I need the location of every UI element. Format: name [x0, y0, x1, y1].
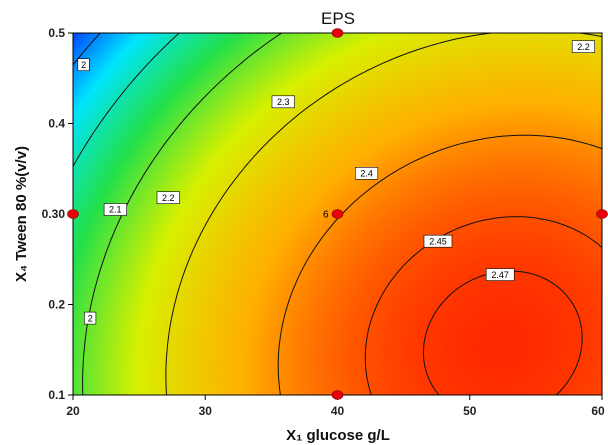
svg-text:2.2: 2.2: [162, 193, 175, 203]
svg-text:2.1: 2.1: [109, 205, 122, 215]
contour-labels: 2 2 2.1 2.2 2.2 2.3 2.4 2.45 2.47: [77, 40, 596, 325]
contour-line-2.2: [82, 33, 282, 395]
y-tick-label: 0.5: [48, 26, 65, 40]
design-points: 6: [67, 28, 608, 400]
design-point: [331, 209, 344, 219]
svg-text:2.4: 2.4: [360, 169, 373, 179]
design-point-count: 6: [323, 210, 329, 221]
contour-lines: [73, 33, 602, 395]
y-tick-label: 0.30: [42, 207, 66, 221]
x-axis-ticks: 20 30 40 50 60: [66, 395, 605, 418]
x-axis-title: X₁ glucose g/L: [286, 427, 390, 444]
contour-label: 2.45: [423, 234, 453, 248]
chart-title: EPS: [321, 9, 355, 28]
contour-label: 2.2: [156, 191, 180, 204]
svg-text:2: 2: [81, 60, 86, 70]
contour-label: 2.1: [103, 203, 127, 216]
x-tick-label: 20: [66, 404, 80, 418]
svg-text:2.3: 2.3: [277, 97, 290, 107]
y-tick-label: 0.1: [48, 388, 65, 402]
svg-text:2.2: 2.2: [577, 42, 590, 52]
y-tick-label: 0.4: [48, 117, 65, 131]
x-tick-label: 60: [591, 404, 605, 418]
x-tick-label: 50: [463, 404, 477, 418]
svg-text:2: 2: [88, 313, 93, 323]
contour-label: 2.47: [485, 268, 515, 281]
contour-line-2: [73, 33, 101, 66]
y-tick-label: 0.2: [48, 298, 65, 312]
contour-line-2.3: [165, 33, 602, 395]
contour-line-2.4: [277, 134, 602, 395]
x-tick-label: 30: [199, 404, 213, 418]
contour-label: 2.3: [271, 95, 295, 109]
y-axis-title: X₄ Tween 80 %(v/v): [13, 146, 30, 282]
contour-label: 2: [84, 311, 97, 325]
contour-line-2.45: [364, 216, 602, 395]
contour-label: 2: [77, 58, 90, 72]
design-point: [331, 390, 344, 400]
contour-line-2.47: [423, 270, 583, 395]
y-axis-ticks: 0.1 0.2 0.30 0.4 0.5: [42, 26, 73, 402]
contour-label: 2.2: [571, 40, 596, 53]
svg-text:2.47: 2.47: [491, 270, 509, 280]
svg-text:2.45: 2.45: [429, 236, 447, 246]
design-point: [67, 209, 79, 219]
design-point: [331, 28, 344, 38]
contour-label: 2.4: [354, 167, 379, 180]
x-tick-label: 40: [331, 404, 345, 418]
design-point: [596, 209, 608, 219]
